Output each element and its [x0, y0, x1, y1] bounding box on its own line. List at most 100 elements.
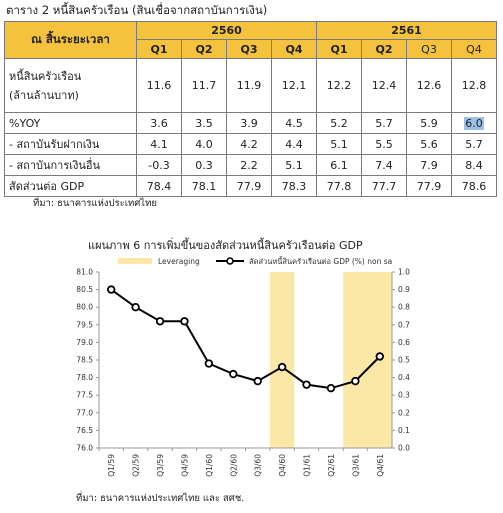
x-tick-label: Q1/60	[205, 454, 214, 477]
x-tick-label: Q4/61	[376, 454, 385, 477]
y2-tick-label: 0.3	[398, 391, 410, 400]
y-tick-label: 81.0	[76, 268, 93, 277]
table-cell: 77.9	[406, 175, 452, 197]
table-cell: 3.5	[181, 112, 227, 134]
y2-tick-label: 0.0	[398, 444, 410, 453]
table-cell: 5.5	[361, 133, 407, 155]
y-tick-label: 80.0	[76, 303, 93, 312]
data-point	[155, 317, 165, 326]
y2-tick-label: 0.4	[398, 373, 410, 382]
quarter-header: Q3	[226, 39, 272, 59]
series-line	[110, 288, 381, 390]
table-cell: 11.7	[181, 58, 227, 113]
y2-tick-label: 0.1	[398, 426, 410, 435]
data-point	[375, 352, 384, 361]
table-cell: 78.4	[136, 175, 182, 197]
table-row: หนี้สินครัวเรือน (ล้านล้านบาท) 11.6 11.7…	[4, 58, 497, 113]
row-label-line: (ล้านล้านบาท)	[9, 88, 79, 102]
year-header: 2561	[316, 21, 497, 40]
table-caption: ตาราง 2 หนี้สินครัวเรือน (สินเชื่อจากสถา…	[6, 3, 268, 17]
x-tick-label: Q1/59	[107, 454, 116, 477]
legend-label-leveraging: Leveraging	[158, 257, 200, 266]
data-point	[277, 362, 287, 372]
household-debt-table: ณ สิ้นระยะเวลา 2560 2561 Q1 Q2 Q3 Q4 Q1 …	[4, 21, 497, 197]
y-tick-label: 78.0	[76, 373, 93, 382]
chart-source: ที่มา: ธนาคารแห่งประเทศไทย และ สศช.	[76, 493, 245, 504]
table-row: %YOY 3.6 3.5 3.9 4.5 5.2 5.7 5.9 6.0	[4, 112, 497, 134]
table-row: - สถาบันการเงินอื่น -0.3 0.3 2.2 5.1 6.1…	[4, 154, 497, 176]
data-point	[131, 303, 140, 312]
year-header: 2560	[136, 21, 317, 40]
y2-tick-label: 1.0	[398, 268, 410, 277]
y2-tick-label: 0.2	[398, 408, 410, 417]
table-cell: 0.3	[181, 154, 227, 176]
y2-tick-label: 0.5	[398, 356, 410, 365]
table-cell: 78.3	[271, 175, 317, 197]
y-tick-label: 76.0	[76, 444, 93, 453]
data-point	[229, 369, 238, 379]
table-cell: 11.6	[136, 58, 182, 113]
y2-tick-label: 0.7	[398, 320, 410, 329]
table-cell: 77.8	[316, 175, 362, 197]
table-source: ที่มา: ธนาคารแห่งประเทศไทย	[33, 198, 157, 209]
table-cell: 12.6	[406, 58, 452, 113]
chart-title: แผนภาพ 6 การเพิ่มขึ้นของสัดส่วนหนี้สินคร…	[88, 239, 363, 252]
quarter-header: Q1	[316, 39, 362, 59]
x-tick-label: Q3/61	[351, 454, 360, 477]
x-tick-label: Q1/61	[303, 454, 312, 477]
y-tick-label: 78.5	[76, 356, 93, 365]
table-cell: 5.7	[451, 133, 497, 155]
table-cell: 6.0	[451, 112, 497, 134]
table-cell: 4.1	[136, 133, 182, 155]
y-tick-label: 79.0	[76, 338, 93, 347]
table-cell: 78.6	[451, 175, 497, 197]
table-cell: 12.8	[451, 58, 497, 113]
legend-label-series: สัดส่วนหนี้สินครัวเรือนต่อ GDP (%) non s…	[249, 256, 392, 266]
y-tick-label: 79.5	[76, 320, 93, 329]
data-point	[180, 317, 189, 326]
quarter-header: Q2	[361, 39, 407, 59]
row-label: สัดส่วนต่อ GDP	[4, 175, 137, 197]
x-tick-label: Q2/60	[229, 454, 238, 477]
data-point	[107, 285, 116, 294]
legend-marker-series	[226, 257, 234, 265]
table-row: สัดส่วนต่อ GDP 78.4 78.1 77.9 78.3 77.8 …	[4, 175, 497, 197]
highlighted-value: 6.0	[464, 116, 484, 130]
legend-swatch-leveraging	[118, 258, 152, 264]
table-cell: 12.2	[316, 58, 362, 113]
table-cell: 3.9	[226, 112, 272, 134]
data-point	[204, 359, 214, 368]
data-point	[351, 376, 360, 386]
data-point	[302, 380, 311, 389]
x-tick-label: Q3/59	[156, 454, 165, 477]
y2-tick-label: 0.9	[398, 285, 410, 294]
data-point	[326, 383, 336, 393]
quarter-header: Q1	[136, 39, 182, 59]
table-cell: 11.9	[226, 58, 272, 113]
x-tick-label: Q2/61	[327, 454, 336, 477]
table-cell: 77.9	[226, 175, 272, 197]
row-label: - สถาบันการเงินอื่น	[4, 154, 137, 176]
table-cell: 77.7	[361, 175, 407, 197]
x-tick-label: Q4/59	[180, 454, 189, 477]
y2-tick-label: 0.6	[398, 338, 410, 347]
table-cell: 7.9	[406, 154, 452, 176]
row-label-line: หนี้สินครัวเรือน	[9, 69, 82, 83]
x-tick-label: Q2/59	[132, 454, 141, 477]
table-cell: 4.5	[271, 112, 317, 134]
table-cell: 5.1	[271, 154, 317, 176]
y-tick-label: 80.5	[76, 285, 93, 294]
x-tick-label: Q3/60	[254, 454, 263, 477]
table-cell: 3.6	[136, 112, 182, 134]
quarter-header: Q2	[181, 39, 227, 59]
leveraging-band	[269, 272, 295, 448]
y-tick-label: 77.0	[76, 408, 93, 417]
y-tick-label: 77.5	[76, 391, 93, 400]
table-cell: 8.4	[451, 154, 497, 176]
table-cell: 4.4	[271, 133, 317, 155]
y-tick-label: 76.5	[76, 426, 93, 435]
data-point	[253, 376, 262, 386]
table-cell: 4.2	[226, 133, 272, 155]
x-tick-label: Q4/60	[278, 454, 287, 477]
